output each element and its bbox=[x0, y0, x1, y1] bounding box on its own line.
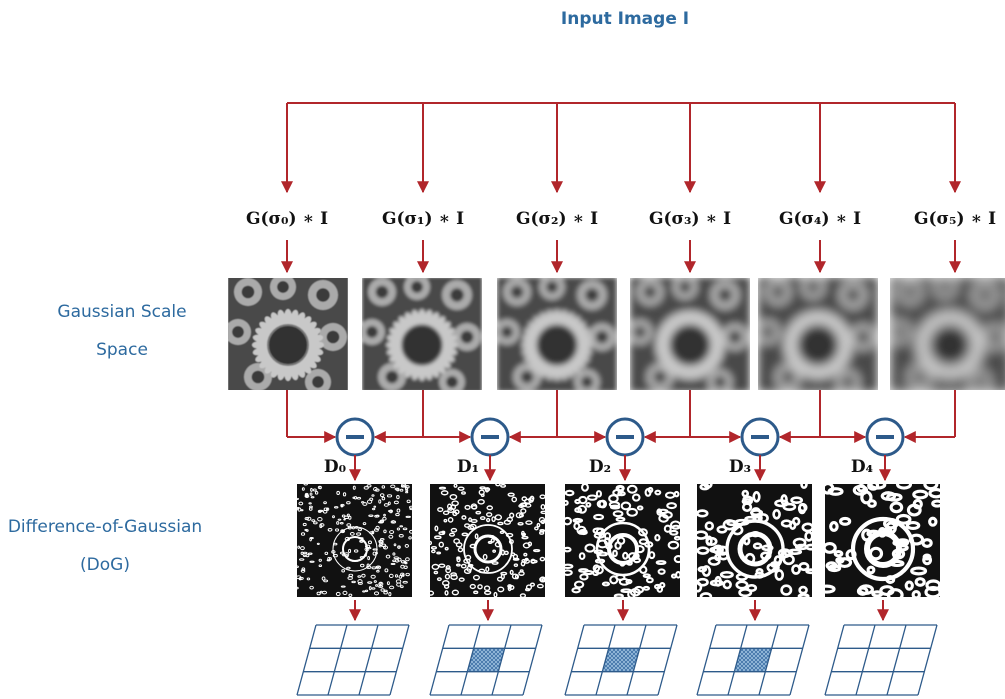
grid-line bbox=[430, 625, 449, 695]
gaussian-image bbox=[755, 274, 878, 395]
input-image bbox=[562, 40, 685, 161]
gaussian-image bbox=[359, 274, 482, 395]
dog-label: D₀ bbox=[324, 457, 346, 477]
gaussian-image bbox=[887, 274, 1005, 395]
grid-line bbox=[790, 625, 809, 695]
grid-line bbox=[328, 625, 347, 695]
grid-line bbox=[856, 625, 875, 695]
image bbox=[887, 274, 1005, 395]
image bbox=[755, 274, 878, 395]
side-label: Gaussian Scale bbox=[57, 302, 186, 322]
side-label: Difference-of-Gaussian bbox=[8, 517, 202, 537]
grid-line bbox=[887, 625, 906, 695]
gaussian-label: G(σ₅) ∗ I bbox=[914, 209, 996, 229]
gaussian-image bbox=[627, 274, 750, 395]
dog-label: D₂ bbox=[589, 457, 611, 477]
image bbox=[359, 274, 482, 395]
grid-line bbox=[297, 625, 316, 695]
gaussian-label: G(σ₂) ∗ I bbox=[516, 209, 598, 229]
dog-label: D₁ bbox=[457, 457, 479, 477]
grid-line bbox=[658, 625, 677, 695]
side-label: (DoG) bbox=[80, 555, 130, 575]
grid-line bbox=[390, 625, 409, 695]
grid-line bbox=[697, 625, 716, 695]
grid-line bbox=[565, 625, 584, 695]
grid-line bbox=[523, 625, 542, 695]
input-label: Input Image I bbox=[561, 9, 689, 29]
grid-line bbox=[825, 625, 844, 695]
gaussian-label: G(σ₄) ∗ I bbox=[779, 209, 861, 229]
dog-label: D₃ bbox=[729, 457, 751, 477]
image bbox=[225, 274, 348, 395]
bg bbox=[430, 484, 545, 597]
dog-image bbox=[428, 483, 547, 598]
gaussian-label: G(σ₃) ∗ I bbox=[649, 209, 731, 229]
side-label: Space bbox=[96, 340, 148, 360]
dog-image bbox=[296, 483, 414, 597]
image bbox=[627, 274, 750, 395]
grid-line bbox=[359, 625, 378, 695]
diagram: Input Image I Gaussian Scale Space Diffe… bbox=[0, 0, 1005, 699]
gaussian-label: G(σ₀) ∗ I bbox=[246, 209, 328, 229]
grid-line bbox=[918, 625, 937, 695]
gaussian-label: G(σ₁) ∗ I bbox=[382, 209, 464, 229]
gaussian-image bbox=[494, 274, 617, 395]
gaussian-image bbox=[225, 274, 348, 395]
dog-label: D₄ bbox=[851, 457, 873, 477]
dog-image bbox=[563, 484, 682, 598]
image bbox=[494, 274, 617, 395]
dog-image bbox=[820, 479, 943, 600]
dog-image bbox=[694, 481, 815, 599]
